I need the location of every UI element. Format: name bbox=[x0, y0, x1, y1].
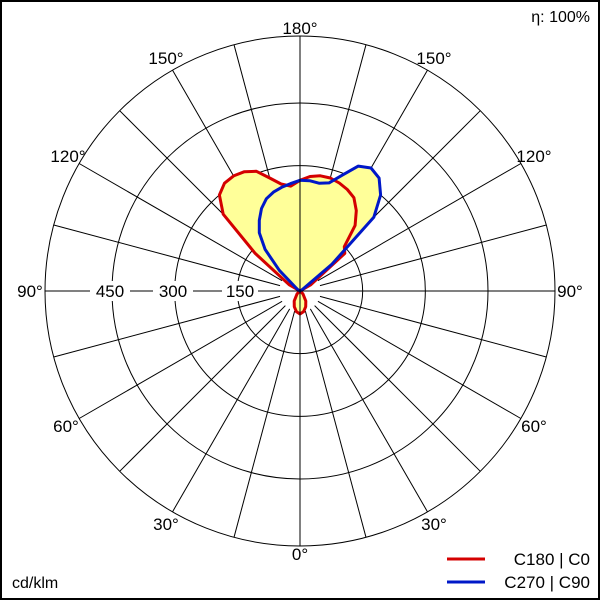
unit-label: cd/klm bbox=[12, 575, 58, 592]
legend: C180 | C0 C270 | C90 bbox=[447, 550, 590, 592]
grid-spoke-105 bbox=[319, 224, 547, 287]
angle-label-60-right: 60° bbox=[521, 417, 547, 436]
legend-label-c270-c90: C270 | C90 bbox=[504, 573, 590, 592]
angle-label-60-left: 60° bbox=[53, 417, 79, 436]
grid-spoke-330 bbox=[172, 308, 291, 513]
grid-spoke-300 bbox=[78, 300, 283, 419]
angle-label-0: 0° bbox=[292, 545, 308, 564]
series-fill-1 bbox=[259, 166, 381, 291]
angle-label-150-left: 150° bbox=[148, 49, 183, 68]
grid-spoke-15 bbox=[304, 310, 367, 538]
grid-spoke-60 bbox=[317, 300, 522, 419]
angle-label-90-right: 90° bbox=[557, 282, 583, 301]
tick-bg-450 bbox=[90, 281, 130, 301]
grid-spoke-30 bbox=[309, 308, 428, 513]
legend-label-c180-c0: C180 | C0 bbox=[514, 550, 590, 569]
angle-label-120-left: 120° bbox=[50, 147, 85, 166]
angle-label-30-left: 30° bbox=[153, 515, 179, 534]
radial-tick-300: 300 bbox=[159, 282, 187, 301]
grid-spoke-240 bbox=[78, 163, 283, 282]
grid-spoke-255 bbox=[53, 224, 281, 287]
grid-spoke-315 bbox=[119, 305, 286, 472]
grid-spoke-75 bbox=[319, 295, 547, 358]
grid-spoke-45 bbox=[314, 305, 481, 472]
efficiency-label: η: 100% bbox=[531, 9, 590, 26]
tick-bg-150 bbox=[222, 281, 258, 301]
radial-tick-150: 150 bbox=[226, 282, 254, 301]
angle-label-120-right: 120° bbox=[516, 147, 551, 166]
distribution-fill bbox=[219, 166, 381, 314]
angle-label-180: 180° bbox=[282, 19, 317, 38]
grid-spoke-120 bbox=[317, 163, 522, 282]
angle-label-90-left: 90° bbox=[17, 282, 43, 301]
angle-label-150-right: 150° bbox=[416, 49, 451, 68]
angle-label-30-right: 30° bbox=[421, 515, 447, 534]
grid-spoke-285 bbox=[53, 295, 281, 358]
tick-bg-300 bbox=[153, 281, 193, 301]
grid-spoke-345 bbox=[233, 310, 296, 538]
radial-tick-450: 450 bbox=[96, 282, 124, 301]
